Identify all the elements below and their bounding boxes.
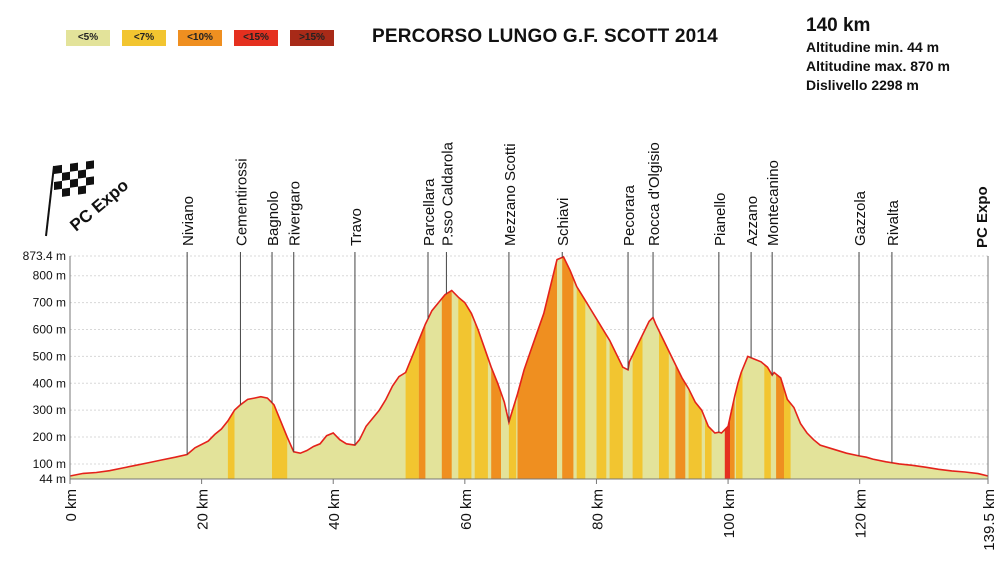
gradient-band [227, 410, 235, 479]
place-label: Schiavi [555, 198, 572, 246]
legend-item-under-15: <15% [234, 30, 278, 46]
gradient-band [596, 318, 607, 479]
min-altitude: Altitudine min. 44 m [806, 39, 940, 55]
gradient-band [491, 367, 501, 479]
gradient-band [458, 297, 472, 479]
gradient-band [659, 330, 669, 479]
elevation-gain: Dislivello 2298 m [806, 77, 919, 93]
y-tick-label: 100 m [33, 457, 66, 471]
y-tick-label: 600 m [33, 323, 66, 337]
place-label: Cementirossi [233, 158, 250, 246]
gradient-band [441, 290, 452, 479]
place-label: Gazzola [852, 190, 869, 246]
gradient-band [405, 340, 419, 479]
place-label: Montecanino [765, 160, 782, 246]
place-label: Pecorara [621, 184, 638, 246]
y-tick-label: 300 m [33, 403, 66, 417]
gradient-band [517, 259, 557, 479]
y-tick-label: 400 m [33, 376, 66, 390]
gradient-band [632, 334, 643, 479]
y-tick-label: 200 m [33, 430, 66, 444]
y-tick-label: 700 m [33, 296, 66, 310]
place-label: Rivergaro [287, 181, 304, 246]
gradient-band [675, 364, 686, 479]
y-tick-label: 873.4 m [23, 249, 66, 263]
gradient-band [736, 369, 743, 479]
gradient-band [474, 321, 488, 479]
x-tick-label: 120 km [853, 489, 870, 538]
pc-expo-logo: PC Expo [45, 160, 132, 237]
max-altitude: Altitudine max. 870 m [806, 58, 950, 74]
gradient-band [418, 324, 426, 479]
place-label: Mezzano Scotti [502, 143, 519, 246]
place-label: P.sso Caldarola [439, 141, 456, 246]
total-distance: 140 km [806, 15, 871, 36]
x-tick-label: 100 km [721, 489, 738, 538]
place-label: Parcellara [421, 178, 438, 246]
x-tick-label: 80 km [590, 489, 607, 530]
gradient-band [724, 417, 730, 479]
route-stats: 140 km Altitudine min. 44 m Altitudine m… [806, 16, 950, 95]
gradient-band [562, 256, 574, 479]
place-label: Niviano [180, 196, 197, 246]
gradient-band [784, 388, 791, 479]
x-tick-label: 0 km [63, 489, 80, 522]
profile-line [69, 255, 989, 477]
place-label: Pianello [712, 193, 729, 246]
checkered-flag-icon [45, 160, 94, 237]
gradient-band [576, 286, 586, 479]
gradient-band [705, 418, 712, 479]
y-tick-label: 800 m [33, 269, 66, 283]
gradient-band [776, 374, 784, 479]
place-label: Rivalta [885, 199, 902, 246]
x-tick-label: 20 km [195, 489, 212, 530]
chart-title: PERCORSO LUNGO G.F. SCOTT 2014 [372, 26, 718, 47]
y-tick-label: 500 m [33, 349, 66, 363]
legend-item-under-5: <5% [66, 30, 110, 46]
y-tick-label: 44 m [39, 472, 66, 486]
x-tick-label: 139.5 km [981, 489, 998, 551]
x-tick-label: 40 km [326, 489, 343, 530]
gradient-band [272, 402, 288, 479]
x-tick-label: 60 km [458, 489, 475, 530]
gradient-legend: <5% <7% <10% <15% >15% [66, 30, 334, 46]
place-label: Travo [348, 208, 365, 246]
legend-item-under-10: <10% [178, 30, 222, 46]
legend-item-under-7: <7% [122, 30, 166, 46]
gradient-band [609, 340, 623, 479]
place-label: Rocca d'Olgisio [646, 142, 663, 246]
gradient-band [688, 388, 702, 479]
legend-item-over-15: >15% [290, 30, 334, 46]
place-label: Azzano [744, 196, 761, 246]
gradient-band [730, 396, 735, 479]
place-label: Bagnolo [265, 191, 282, 246]
gradient-band [764, 364, 771, 479]
